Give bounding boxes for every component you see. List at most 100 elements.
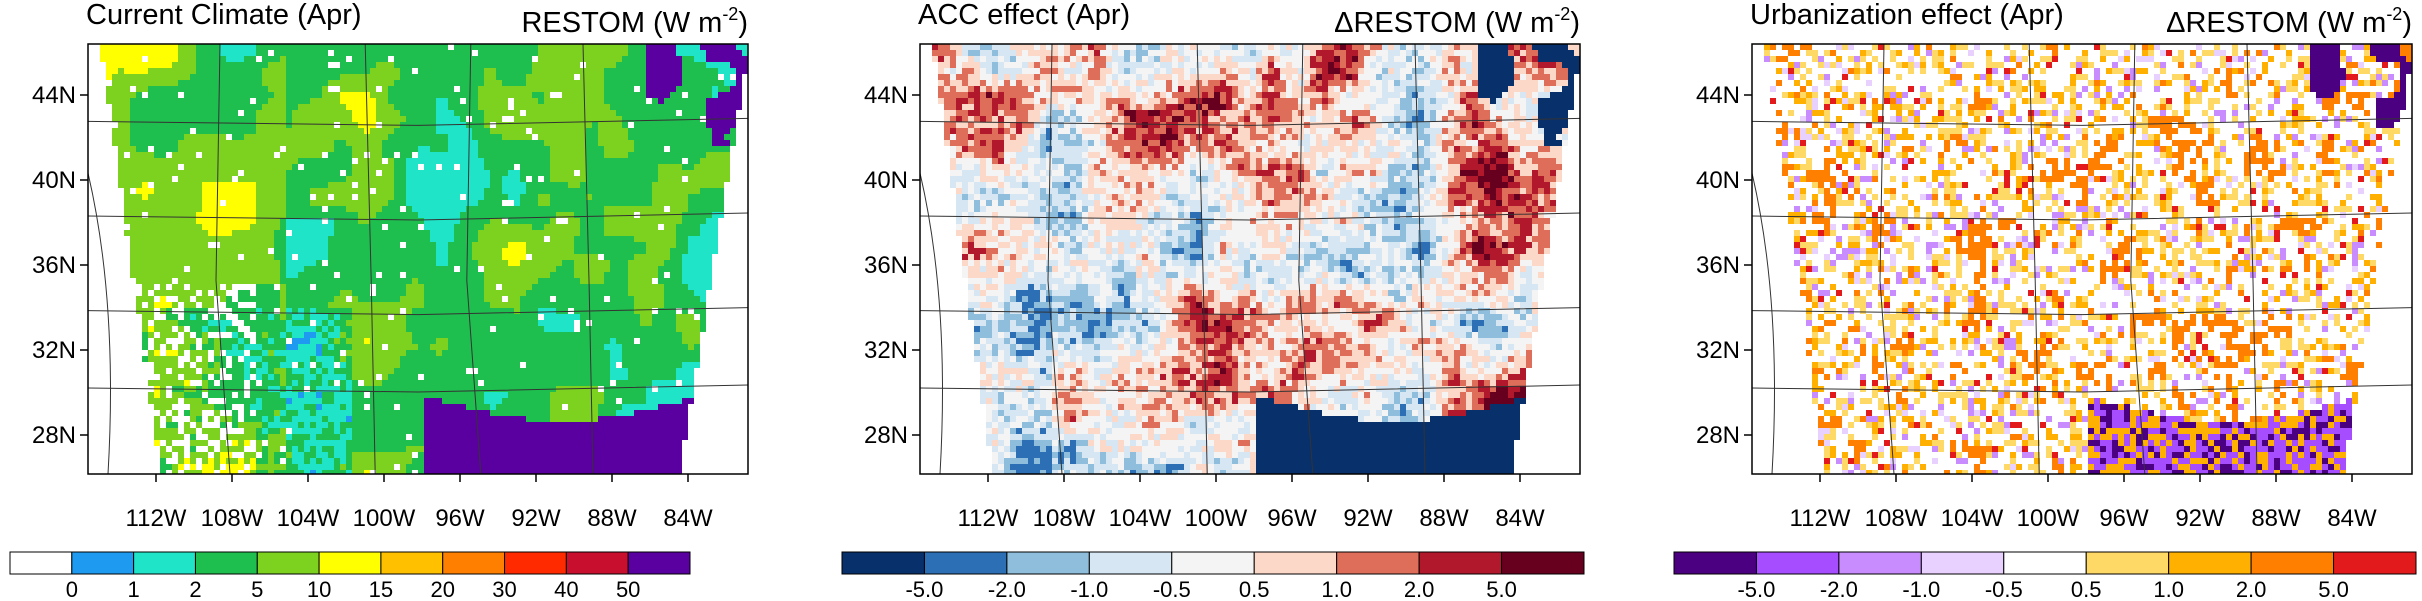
- colorbar-swatch: [1253, 551, 1338, 575]
- lat-tick-label: 44N: [1696, 82, 1740, 109]
- boundary-line: [1752, 307, 2412, 316]
- colorbar-label: -5.0: [905, 577, 943, 601]
- lon-tick-label: 100W: [353, 505, 416, 532]
- colorbar-swatch: [1418, 551, 1503, 575]
- lon-tick-label: 104W: [277, 505, 340, 532]
- boundary-line: [1196, 44, 1208, 474]
- colorbar-swatch: [1171, 551, 1255, 575]
- lat-tick-label: 44N: [864, 82, 908, 109]
- colorbar-swatch: [9, 551, 73, 575]
- boundary-line: [1414, 44, 1426, 474]
- lat-tick-label: 32N: [32, 337, 76, 364]
- boundary-line: [582, 44, 594, 474]
- boundary-line: [920, 384, 1580, 393]
- boundary-line: [88, 212, 748, 221]
- lon-tick-label: 88W: [587, 505, 637, 532]
- panel-units-label: ΔRESTOM (W m-2): [1334, 4, 1580, 39]
- panel-title: ACC effect (Apr): [918, 0, 1130, 31]
- colorbar-swatch: [2168, 551, 2252, 575]
- colorbar-label: 2.0: [1404, 577, 1435, 601]
- data-field: [1752, 44, 2412, 474]
- boundary-line: [1752, 384, 2412, 393]
- units-text: ΔRESTOM (W m: [2166, 7, 2386, 39]
- lon-tick-label: 112W: [958, 505, 1019, 532]
- lat-tick-label: 36N: [864, 252, 908, 279]
- lon-tick-label: 88W: [1419, 505, 1469, 532]
- colorbar-swatch: [504, 551, 567, 575]
- lon-tick-label: 92W: [1343, 505, 1393, 532]
- units-superscript: -2: [722, 4, 738, 24]
- colorbar-label: 5.0: [1486, 577, 1517, 601]
- colorbar-swatch: [1920, 551, 2005, 575]
- units-close: ): [2402, 7, 2412, 39]
- lon-tick-label: 84W: [663, 505, 713, 532]
- boundary-line: [1298, 44, 1314, 474]
- colorbar-swatch: [1088, 551, 1173, 575]
- colorbar-swatch: [256, 551, 320, 575]
- coastline: [1752, 172, 1775, 474]
- colorbar-label: 2.0: [2236, 577, 2267, 601]
- units-text: RESTOM (W m: [521, 7, 722, 39]
- coastline: [920, 172, 943, 474]
- colorbar-swatch: [1501, 551, 1585, 575]
- panel-title: Urbanization effect (Apr): [1750, 0, 2064, 31]
- map-frame: [1751, 43, 2413, 475]
- boundary-line: [2246, 44, 2258, 474]
- lon-tick-label: 108W: [1865, 505, 1928, 532]
- state-boundaries: [920, 44, 1580, 474]
- colorbar-swatch: [442, 551, 506, 575]
- colorbar-label: 0.5: [2071, 577, 2102, 601]
- units-superscript: -2: [1554, 4, 1570, 24]
- state-boundaries: [88, 44, 748, 474]
- colorbar-swatch: [133, 551, 196, 575]
- colorbar-swatch: [2003, 551, 2087, 575]
- lon-tick-label: 92W: [511, 505, 561, 532]
- lat-tick-label: 40N: [1696, 167, 1740, 194]
- lon-tick-label: 100W: [1185, 505, 1248, 532]
- lon-tick-label: 96W: [435, 505, 485, 532]
- colorbar-swatch: [2250, 551, 2335, 575]
- colorbar: -5.0 -2.0 -1.0 -0.5 0.5 1.0 2.0 5.0: [841, 551, 1585, 601]
- panel-units-label: ΔRESTOM (W m-2): [2166, 4, 2412, 39]
- colorbar-swatch: [71, 551, 135, 575]
- colorbar-swatch: [1838, 551, 1922, 575]
- lat-tick-label: 36N: [32, 252, 76, 279]
- boundary-line: [466, 44, 482, 474]
- data-field: [920, 44, 1580, 474]
- colorbar-swatch: [1006, 551, 1090, 575]
- units-close: ): [738, 7, 748, 39]
- map-frame: [87, 43, 749, 475]
- lon-tick-label: 96W: [2099, 505, 2149, 532]
- colorbar: -5.0 -2.0 -1.0 -0.5 0.5 1.0 2.0 5.0: [1673, 551, 2417, 601]
- lon-tick-label: 84W: [2327, 505, 2377, 532]
- colorbar-label: 0.5: [1239, 577, 1270, 601]
- lon-tick-label: 104W: [1109, 505, 1172, 532]
- colorbar-label: 15: [369, 577, 393, 601]
- colorbar-label: 30: [492, 577, 516, 601]
- colorbar-swatch: [923, 551, 1008, 575]
- lon-tick-label: 84W: [1495, 505, 1545, 532]
- colorbar-swatch: [1755, 551, 1840, 575]
- panel-title: Current Climate (Apr): [86, 0, 362, 31]
- colorbar-label: -1.0: [1902, 577, 1940, 601]
- colorbar-label: 40: [554, 577, 578, 601]
- colorbar-swatch: [627, 551, 691, 575]
- colorbar-swatch: [1673, 551, 1757, 575]
- boundary-line: [364, 44, 376, 474]
- boundary-line: [1752, 212, 2412, 221]
- colorbar-label: -0.5: [1153, 577, 1191, 601]
- units-close: ): [1570, 7, 1580, 39]
- panel-units-label: RESTOM (W m-2): [521, 4, 748, 39]
- colorbar-label: -5.0: [1737, 577, 1775, 601]
- colorbar-swatch: [565, 551, 629, 575]
- colorbar-swatch: [2085, 551, 2170, 575]
- lat-tick-label: 32N: [864, 337, 908, 364]
- boundary-line: [88, 307, 748, 316]
- lon-tick-label: 112W: [126, 505, 187, 532]
- colorbar-label: 5.0: [2318, 577, 2349, 601]
- colorbar-label: 5: [251, 577, 263, 601]
- lon-tick-label: 112W: [1790, 505, 1851, 532]
- colorbar-label: 0: [66, 577, 78, 601]
- colorbar-swatch: [2333, 551, 2417, 575]
- lon-tick-label: 88W: [2251, 505, 2301, 532]
